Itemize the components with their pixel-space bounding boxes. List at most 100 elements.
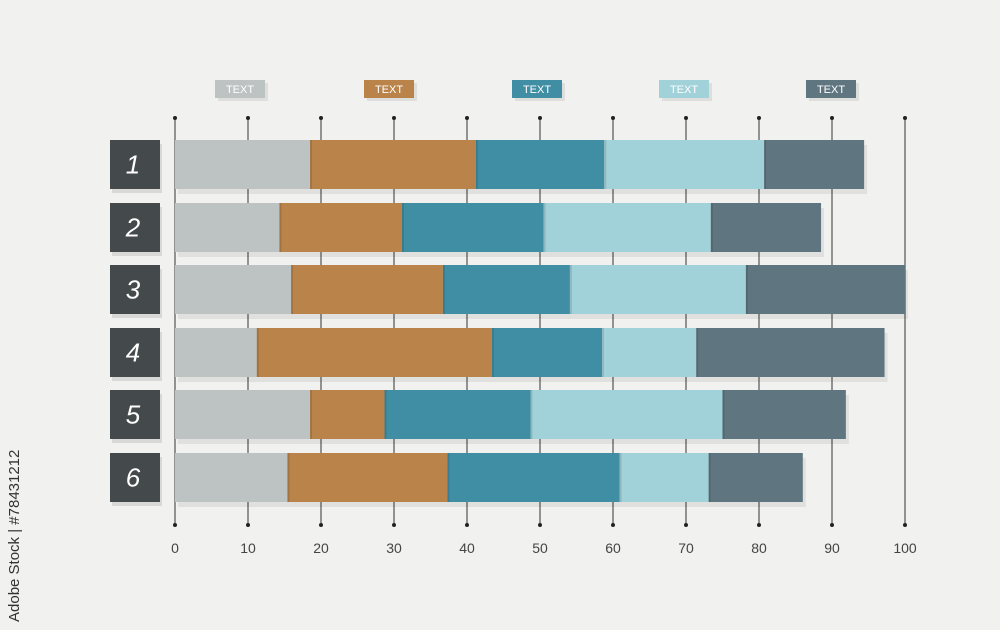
bar-segment: [310, 140, 476, 189]
bar-rows: 1 2 3 4 5 6: [110, 140, 908, 507]
x-tick-label: 20: [313, 540, 329, 556]
segment-divider: [491, 328, 494, 377]
bar-segment: [256, 328, 492, 377]
bar-segment: [442, 265, 570, 314]
grid-dot: [684, 116, 688, 120]
bar-segment: [175, 265, 292, 314]
segment-divider: [619, 453, 622, 502]
legend-swatch: [659, 80, 709, 98]
row-label: 4: [126, 338, 140, 368]
bar-segment: [175, 328, 257, 377]
segment-divider: [442, 265, 445, 314]
bar-row: 6: [110, 453, 806, 507]
bar-segment: [543, 203, 711, 252]
x-tick-label: 100: [893, 540, 917, 556]
segment-divider: [384, 390, 387, 439]
grid-dot: [246, 523, 250, 527]
segment-divider: [569, 265, 572, 314]
row-label: 1: [126, 150, 140, 180]
row-label: 2: [125, 213, 141, 243]
x-tick-label: 10: [240, 540, 256, 556]
bar-segment: [708, 453, 803, 502]
bar-segment: [287, 453, 448, 502]
grid-dot: [319, 523, 323, 527]
grid-dot: [319, 116, 323, 120]
bar-segment: [745, 265, 905, 314]
row-label-box: [110, 203, 160, 252]
watermark-id: Adobe Stock | #78431212: [6, 449, 23, 622]
segment-divider: [310, 140, 313, 189]
x-axis: 0 10 20 30 40 50 60 70 80 90 100: [171, 540, 917, 556]
x-tick-label: 30: [386, 540, 402, 556]
grid-dot: [465, 116, 469, 120]
bar-row: 1: [110, 140, 868, 194]
x-tick-label: 60: [605, 540, 621, 556]
row-label: 6: [126, 463, 141, 493]
legend-swatch: [512, 80, 562, 98]
bar-segment: [447, 453, 620, 502]
bar-segment: [604, 140, 765, 189]
bar-segment: [530, 390, 723, 439]
segment-divider: [475, 140, 478, 189]
grid-dot: [465, 523, 469, 527]
grid-dot: [684, 523, 688, 527]
grid-dot: [830, 116, 834, 120]
grid-dot: [903, 116, 907, 120]
bar-row: 2: [110, 203, 825, 257]
bar-segment: [279, 203, 403, 252]
segment-divider: [602, 328, 605, 377]
grid-dot: [392, 116, 396, 120]
bar-segment: [602, 328, 697, 377]
bar-segment: [764, 140, 865, 189]
row-label-box: [110, 390, 160, 439]
x-tick-label: 0: [171, 540, 179, 556]
x-tick-label: 70: [678, 540, 694, 556]
legend-label: TEXT: [523, 84, 551, 96]
segment-divider: [530, 390, 533, 439]
bar-segment: [175, 453, 288, 502]
bar-segment: [310, 390, 385, 439]
segment-divider: [543, 203, 546, 252]
segment-divider: [696, 328, 699, 377]
grid-dot: [611, 523, 615, 527]
legend: TEXT TEXT TEXT TEXT TEXT: [215, 80, 859, 101]
segment-divider: [710, 203, 713, 252]
bar-row: 5: [110, 390, 849, 444]
bar-row: 3: [110, 265, 908, 319]
grid-dot: [757, 116, 761, 120]
row-label-box: [110, 328, 160, 377]
segment-divider: [287, 453, 290, 502]
bar-segment: [696, 328, 885, 377]
segment-divider: [764, 140, 767, 189]
bar-segment: [402, 203, 544, 252]
bar-segment: [491, 328, 603, 377]
row-label-box: [110, 140, 160, 189]
segment-divider: [447, 453, 450, 502]
x-tick-label: 90: [824, 540, 840, 556]
row-label-box: [110, 265, 160, 314]
legend-label: TEXT: [670, 84, 698, 96]
grid-dot: [830, 523, 834, 527]
segment-divider: [722, 390, 725, 439]
segment-divider: [745, 265, 748, 314]
grid-dot: [611, 116, 615, 120]
segment-divider: [256, 328, 259, 377]
grid-dot: [173, 523, 177, 527]
legend-swatch: [215, 80, 265, 98]
x-tick-label: 80: [751, 540, 767, 556]
legend-swatch: [806, 80, 856, 98]
x-tick-label: 50: [532, 540, 548, 556]
segment-divider: [291, 265, 294, 314]
grid-dot: [538, 116, 542, 120]
grid-dot: [392, 523, 396, 527]
legend-label: TEXT: [226, 84, 254, 96]
grid-dot: [903, 523, 907, 527]
grid-dot: [173, 116, 177, 120]
grid-dot: [757, 523, 761, 527]
row-label: 3: [126, 275, 141, 305]
bar-segment: [569, 265, 746, 314]
grid-dot: [538, 523, 542, 527]
bar-segment: [475, 140, 605, 189]
segment-divider: [604, 140, 607, 189]
